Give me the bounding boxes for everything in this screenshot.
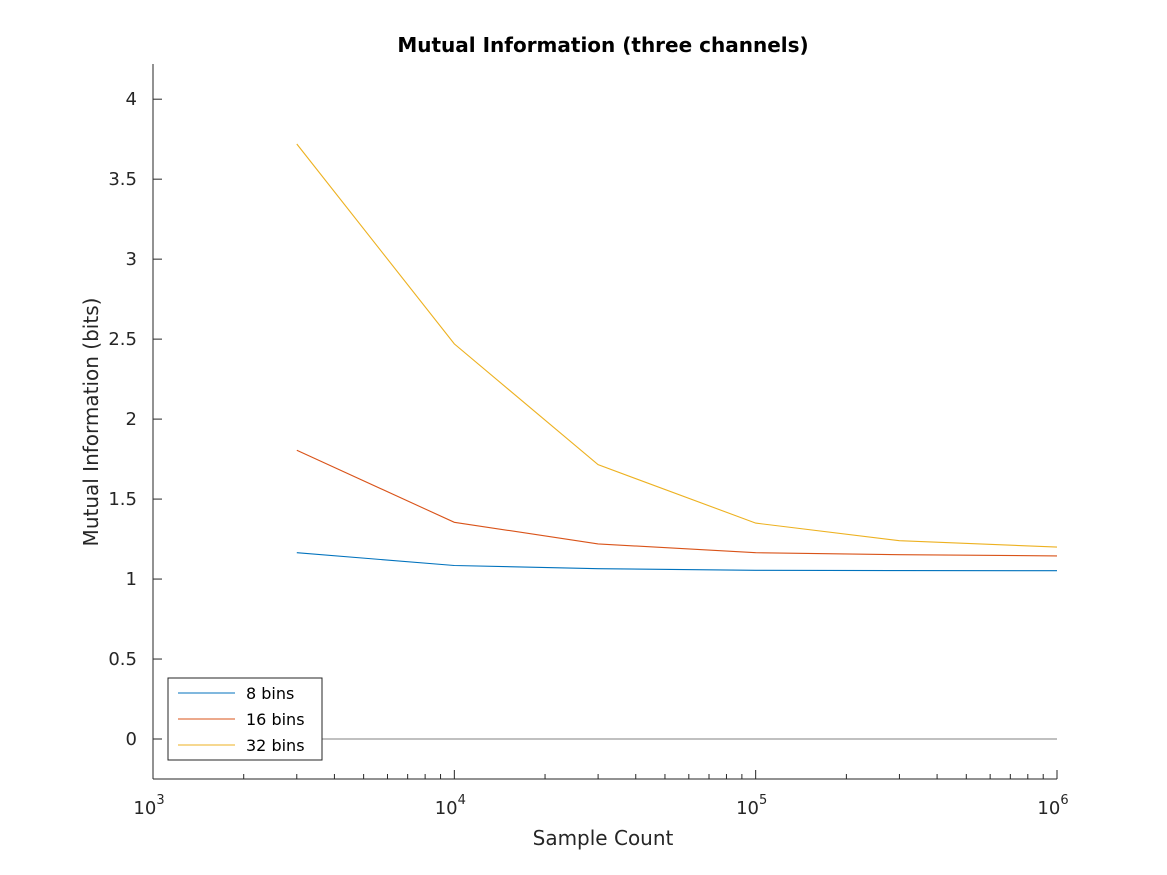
x-tick-label: 103 bbox=[133, 793, 164, 819]
legend-label: 16 bins bbox=[246, 710, 305, 729]
plot-lines bbox=[296, 143, 1058, 740]
y-tick-label: 3.5 bbox=[108, 169, 137, 190]
x-tick-label: 105 bbox=[736, 793, 767, 819]
legend-label: 8 bins bbox=[246, 684, 294, 703]
legend-label: 32 bins bbox=[246, 736, 305, 755]
series-line-8-bins bbox=[296, 552, 1058, 572]
y-tick-label: 0.5 bbox=[108, 649, 137, 670]
y-tick-label: 2.5 bbox=[108, 329, 137, 350]
y-tick-label: 4 bbox=[126, 89, 137, 110]
x-tick-label: 106 bbox=[1037, 793, 1068, 819]
y-tick-label: 1.5 bbox=[108, 489, 137, 510]
chart-title: Mutual Information (three channels) bbox=[397, 33, 808, 57]
series-line-16-bins bbox=[296, 449, 1058, 557]
y-tick-label: 2 bbox=[126, 409, 137, 430]
x-axis-label: Sample Count bbox=[533, 826, 674, 850]
y-axis-label: Mutual Information (bits) bbox=[79, 298, 103, 547]
legend: 8 bins 16 bins 32 bins bbox=[167, 677, 323, 761]
axes: 0 0.5 1 1.5 2 2.5 3 3.5 4 103 104 105 106 bbox=[108, 64, 1069, 819]
x-tick-label: 104 bbox=[435, 793, 466, 819]
series-line-32-bins bbox=[296, 143, 1058, 548]
y-tick-label: 0 bbox=[126, 729, 137, 750]
y-tick-label: 1 bbox=[126, 569, 137, 590]
y-tick-label: 3 bbox=[126, 249, 137, 270]
